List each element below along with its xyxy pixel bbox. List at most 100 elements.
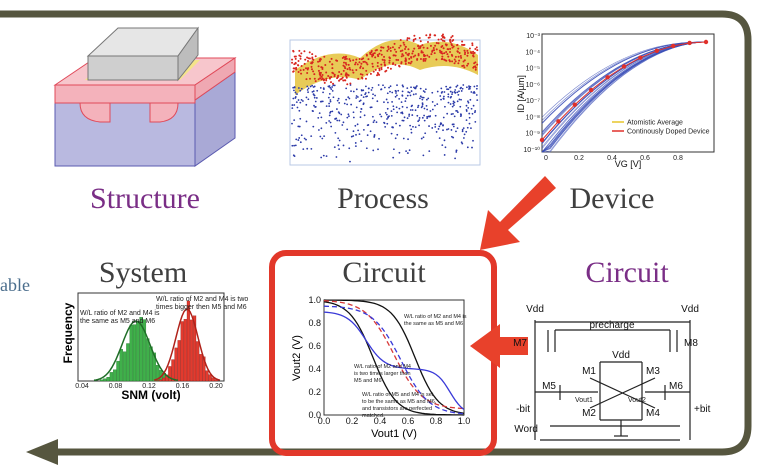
dopant-dot — [367, 58, 369, 60]
dopant-dot — [466, 119, 468, 121]
dopant-dot — [334, 74, 336, 76]
dopant-dot — [444, 154, 446, 156]
dopant-dot — [339, 112, 341, 114]
dopant-dot — [395, 137, 397, 139]
dopant-dot — [360, 140, 362, 142]
dopant-dot — [411, 61, 413, 63]
dopant-dot — [474, 61, 476, 63]
dopant-dot — [405, 61, 407, 63]
dopant-dot — [447, 48, 449, 50]
hist-bar — [113, 370, 116, 381]
dopant-dot — [415, 86, 417, 88]
dopant-dot — [452, 92, 454, 94]
dopant-dot — [326, 105, 328, 107]
dopant-dot — [337, 100, 339, 102]
dopant-dot — [383, 62, 385, 64]
dopant-dot — [330, 88, 332, 90]
dopant-dot — [307, 98, 309, 100]
dopant-dot — [292, 98, 294, 100]
dopant-dot — [383, 101, 385, 103]
dopant-dot — [390, 47, 392, 49]
dopant-dot — [430, 110, 432, 112]
dopant-dot — [350, 90, 352, 92]
dopant-dot — [321, 101, 323, 103]
dopant-dot — [338, 102, 340, 104]
dopant-dot — [400, 45, 402, 47]
dopant-dot — [474, 65, 476, 67]
dopant-dot — [328, 105, 330, 107]
dopant-dot — [392, 46, 394, 48]
dopant-dot — [387, 92, 389, 94]
dopant-dot — [306, 148, 308, 150]
stage-label: Device — [570, 182, 655, 215]
dopant-dot — [440, 122, 442, 124]
dopant-dot — [325, 79, 327, 81]
dopant-dot — [366, 95, 368, 97]
dopant-dot — [411, 90, 413, 92]
dopant-dot — [469, 47, 471, 49]
dopant-dot — [396, 106, 398, 108]
dopant-dot — [300, 55, 302, 57]
dopant-dot — [450, 91, 452, 93]
dopant-dot — [404, 116, 406, 118]
dopant-dot — [313, 73, 315, 75]
dopant-dot — [347, 113, 349, 115]
dopant-dot — [390, 85, 392, 87]
dopant-dot — [428, 150, 430, 152]
dopant-dot — [301, 134, 303, 136]
process-image — [290, 33, 480, 165]
dopant-dot — [361, 58, 363, 60]
dopant-dot — [471, 147, 473, 149]
dopant-dot — [456, 91, 458, 93]
dopant-dot — [358, 61, 360, 63]
dopant-dot — [451, 113, 453, 115]
dopant-dot — [298, 87, 300, 89]
dopant-dot — [346, 58, 348, 60]
dopant-dot — [311, 58, 313, 60]
dopant-dot — [423, 97, 425, 99]
annotation: the same as M5 and M6 — [404, 321, 463, 327]
dopant-dot — [447, 96, 449, 98]
dopant-dot — [372, 93, 374, 95]
stage-label: Structure — [90, 182, 200, 215]
dopant-dot — [475, 69, 477, 71]
annotation: W/L ratio of M2 and M4 is two — [156, 296, 248, 303]
dopant-dot — [407, 138, 409, 140]
schematic-label: M6 — [669, 381, 683, 392]
dopant-dot — [461, 141, 463, 143]
hist-bar — [133, 325, 136, 381]
hist-bar — [175, 348, 178, 381]
dopant-dot — [407, 48, 409, 50]
dopant-dot — [409, 149, 411, 151]
schematic-label: M3 — [646, 366, 660, 377]
y-tick-label: 0.4 — [308, 364, 321, 374]
dopant-dot — [307, 60, 309, 62]
dopant-dot — [310, 135, 312, 137]
dopant-dot — [330, 122, 332, 124]
dopant-dot — [457, 127, 459, 129]
dopant-dot — [476, 46, 478, 48]
dopant-dot — [372, 87, 374, 89]
dopant-dot — [373, 121, 375, 123]
dopant-dot — [331, 110, 333, 112]
dopant-dot — [320, 87, 322, 89]
dopant-dot — [423, 58, 425, 60]
dopant-dot — [386, 118, 388, 120]
dopant-dot — [349, 69, 351, 71]
schematic-label: M1 — [582, 366, 596, 377]
x-tick-label: 0.04 — [75, 383, 89, 390]
dopant-dot — [349, 67, 351, 69]
stage-label: Circuit — [585, 256, 669, 289]
dopant-dot — [293, 145, 295, 147]
dopant-dot — [365, 86, 367, 88]
dopant-dot — [448, 59, 450, 61]
y-tick-label: 10⁻⁷ — [526, 98, 540, 105]
dopant-dot — [462, 84, 464, 86]
dopant-dot — [305, 78, 307, 80]
dopant-dot — [348, 64, 350, 66]
dopant-dot — [421, 97, 423, 99]
dopant-dot — [323, 56, 325, 58]
dopant-dot — [447, 56, 449, 58]
dopant-dot — [336, 156, 338, 158]
dopant-dot — [379, 113, 381, 115]
